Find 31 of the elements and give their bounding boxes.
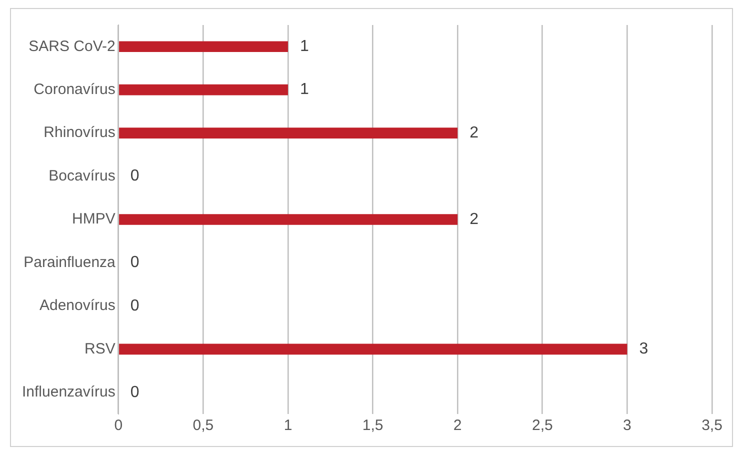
x-tick-label: 0,5 (192, 417, 214, 434)
x-tick-label: 1 (284, 417, 292, 434)
x-tick-label: 2 (453, 417, 462, 434)
bar (119, 84, 288, 96)
bar (119, 128, 458, 138)
data-label: 0 (130, 384, 140, 401)
y-tick-label: Bocavírus (48, 167, 116, 184)
data-label: 2 (470, 124, 479, 142)
data-label: 3 (639, 340, 648, 358)
data-label: 1 (300, 38, 309, 56)
y-tick-label: Influenzavírus (22, 384, 116, 401)
bar (119, 41, 288, 52)
x-tick-label: 3,5 (702, 417, 722, 434)
y-tick-label: HMPV (72, 210, 116, 228)
data-label: 0 (130, 254, 140, 272)
y-tick-label: Coronavírus (34, 80, 116, 98)
y-tick-label: Parainfluenza (24, 254, 116, 271)
y-tick-label: Adenovírus (39, 297, 116, 314)
data-label: 1 (300, 81, 309, 98)
data-label: 2 (470, 210, 479, 228)
y-tick-label: Rhinovírus (44, 124, 116, 142)
y-tick-label: RSV (84, 340, 116, 358)
x-tick-label: 3 (623, 417, 632, 434)
bar (119, 344, 628, 355)
x-tick-label: 1,5 (362, 417, 384, 434)
y-tick-label: SARS CoV-2 (28, 38, 116, 55)
bar (119, 214, 458, 225)
x-tick-label: 2,5 (532, 417, 553, 434)
x-tick-label: 0 (114, 417, 123, 434)
data-label: 0 (130, 297, 140, 314)
data-label: 0 (130, 168, 140, 185)
